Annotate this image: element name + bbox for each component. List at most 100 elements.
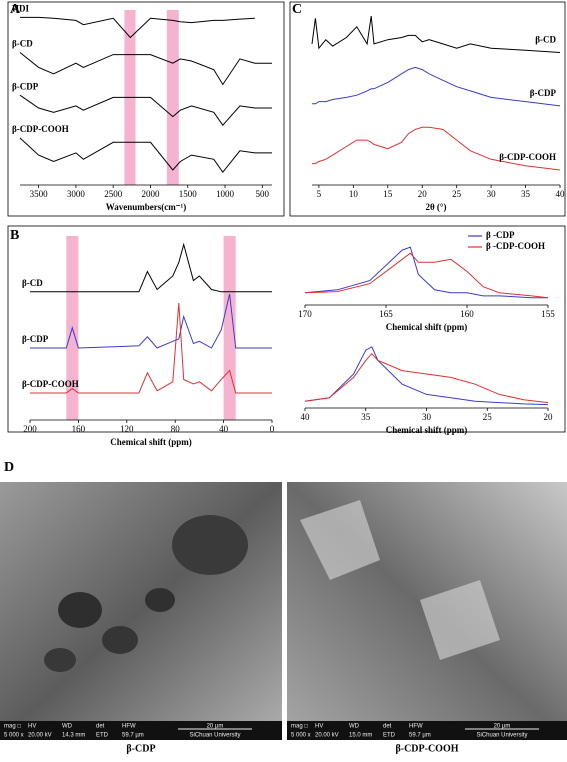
info-head: mag □ [4, 724, 21, 730]
x-tick-label: 1500 [179, 189, 198, 199]
x-tick-label: 200 [23, 424, 37, 434]
sem-images: mag □ 5 000 x HV 20.00 kV WD 14.3 mm det ETD HFW… [0, 482, 567, 740]
panel-frame [7, 1, 285, 217]
series-label: β-CD [12, 39, 33, 49]
series-label: HDI [12, 3, 30, 13]
series-label: β-CDP-COOH [499, 152, 556, 162]
x-tick-label: 40 [301, 412, 311, 422]
spectrum-line [304, 246, 548, 299]
x-tick-label: 2000 [141, 189, 160, 199]
x-tick-label: 3000 [67, 189, 86, 199]
info-head: WD [349, 724, 360, 730]
x-tick-label: 20 [544, 412, 554, 422]
spectrum-line [20, 16, 255, 39]
info-value: 14.3 mm [62, 733, 85, 739]
info-value: 59.7 µm [409, 733, 431, 739]
caption: β-CDP-COOH [395, 743, 458, 754]
flake [300, 500, 500, 660]
info-bar [0, 721, 282, 740]
pore [102, 626, 138, 654]
x-axis-title: Wavenumbers(cm⁻¹) [106, 202, 186, 212]
info-head: WD [62, 724, 73, 730]
x-tick-label: 15 [383, 189, 393, 199]
x-tick-label: 500 [256, 189, 270, 199]
info-head: HV [315, 724, 323, 730]
series-label: β-CD [535, 35, 556, 45]
spectrum-line [312, 66, 561, 107]
x-tick-label: 170 [298, 309, 312, 319]
info-head: HFW [409, 724, 423, 730]
caption: β-CDP [126, 743, 155, 754]
info-value: SiChuan University [189, 733, 240, 739]
spectrum-line [304, 346, 549, 406]
x-tick-label: 160 [460, 309, 474, 319]
panel-label: B [10, 228, 19, 243]
info-head: HV [28, 724, 36, 730]
x-tick-label: 20 [418, 189, 428, 199]
info-head: 20 µm [494, 724, 511, 730]
spectrum-line [304, 252, 549, 299]
spectrum-line [312, 126, 561, 171]
info-value: 15.0 mm [349, 733, 372, 739]
x-axis-title: Chemical shift (ppm) [386, 425, 468, 435]
info-head: HFW [122, 724, 136, 730]
spectrum-line [311, 16, 561, 53]
x-tick-label: 30 [487, 189, 497, 199]
info-value: 20.00 kV [315, 733, 339, 739]
x-tick-label: 120 [120, 424, 134, 434]
series-label: β-CDP [530, 88, 557, 98]
series-label: β-CDP [12, 81, 39, 91]
x-tick-label: 80 [171, 424, 181, 434]
x-tick-label: 35 [361, 412, 371, 422]
x-tick-label: 3500 [30, 189, 49, 199]
info-head: mag □ [291, 724, 308, 730]
sem-image [0, 482, 282, 740]
info-head: 20 µm [207, 724, 224, 730]
highlight-band [166, 10, 179, 185]
panel-frame [289, 1, 566, 217]
panel-label: D [4, 460, 14, 475]
x-tick-label: 0 [270, 424, 275, 434]
x-tick-label: 35 [521, 189, 531, 199]
pore [172, 515, 248, 575]
spectrum-line [19, 137, 272, 174]
info-bar [287, 721, 567, 740]
info-value: ETD [383, 733, 396, 739]
info-value: 20.00 kV [28, 733, 52, 739]
pore [145, 588, 175, 612]
series-label: β-CDP-COOH [22, 379, 79, 389]
info-value: 5 000 x [4, 733, 24, 739]
info-value: SiChuan University [476, 733, 527, 739]
info-head: det [96, 724, 105, 730]
info-value: ETD [96, 733, 109, 739]
info-head: det [383, 724, 392, 730]
x-tick-label: 1000 [216, 189, 235, 199]
legend-label: β -CDP [486, 230, 515, 240]
x-tick-label: 160 [72, 424, 86, 434]
panel-frame [7, 225, 566, 433]
x-tick-label: 25 [483, 412, 493, 422]
x-axis-title: Chemical shift (ppm) [386, 322, 468, 332]
info-value: 59.7 µm [122, 733, 144, 739]
spectrum-line [304, 352, 549, 404]
spectrum-line [19, 52, 272, 86]
x-tick-label: 40 [556, 189, 566, 199]
x-tick-label: 25 [452, 189, 462, 199]
series-label: β-CD [22, 278, 43, 288]
x-tick-label: 10 [349, 189, 359, 199]
x-tick-label: 165 [379, 309, 393, 319]
x-tick-label: 2500 [104, 189, 123, 199]
x-axis-title: Chemical shift (ppm) [110, 437, 192, 447]
legend-label: β -CDP-COOH [486, 241, 545, 251]
spectrum-line [30, 242, 272, 293]
info-value: 5 000 x [291, 733, 311, 739]
series-label: β-CDP [22, 334, 49, 344]
series-label: β-CDP-COOH [12, 124, 69, 134]
spectrum-line [30, 293, 272, 349]
x-axis-title: 2θ (°) [425, 202, 446, 212]
x-tick-label: 5 [317, 189, 322, 199]
panel-label: C [292, 2, 302, 17]
spectrum-line [19, 94, 272, 127]
x-tick-label: 40 [219, 424, 229, 434]
